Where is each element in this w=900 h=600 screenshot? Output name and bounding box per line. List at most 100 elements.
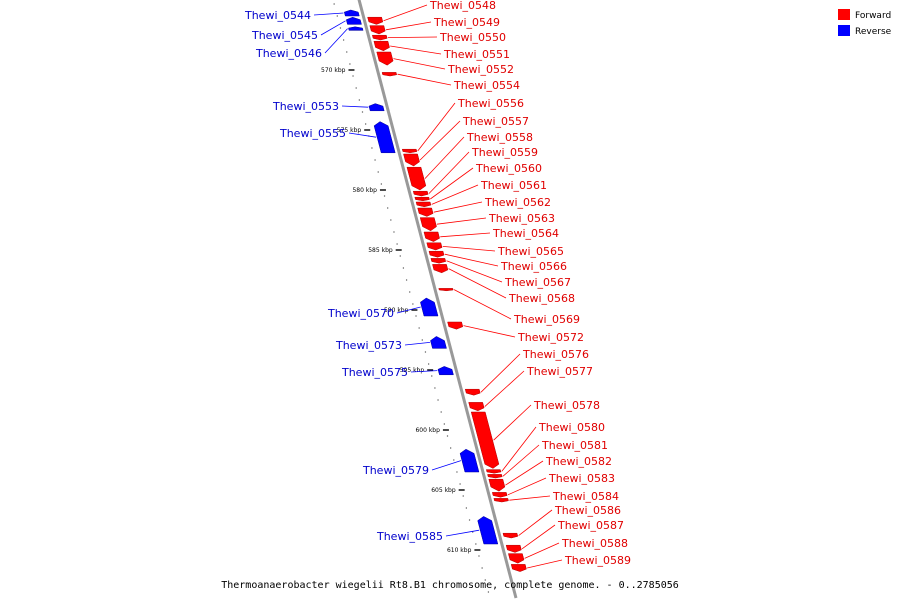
connector-thewi_0564 xyxy=(440,232,491,238)
forward-gene-thewi_0567[interactable] xyxy=(430,258,447,264)
gene-label-thewi_0553[interactable]: Thewi_0553 xyxy=(272,100,339,113)
forward-gene-thewi_0586[interactable] xyxy=(502,532,519,539)
gene-label-thewi_0552[interactable]: Thewi_0552 xyxy=(447,63,514,76)
reverse-gene-thewi_0545[interactable] xyxy=(345,16,362,25)
guide-dot xyxy=(358,99,360,101)
gene-label-thewi_0557[interactable]: Thewi_0557 xyxy=(462,115,529,128)
reverse-gene-thewi_0544[interactable] xyxy=(343,9,360,17)
reverse-gene-thewi_0573[interactable] xyxy=(430,336,447,349)
forward-gene-thewi_0561[interactable] xyxy=(415,201,432,208)
forward-gene-thewi_0580[interactable] xyxy=(485,469,502,474)
gene-label-thewi_0586[interactable]: Thewi_0586 xyxy=(554,504,621,517)
forward-gene-thewi_0559[interactable] xyxy=(412,190,429,197)
gene-label-thewi_0581[interactable]: Thewi_0581 xyxy=(541,439,608,452)
forward-gene-thewi_0550[interactable] xyxy=(372,34,388,41)
gene-label-thewi_0563[interactable]: Thewi_0563 xyxy=(488,212,555,225)
forward-gene-thewi_0578[interactable] xyxy=(470,411,500,469)
guide-dot xyxy=(418,327,420,329)
reverse-gene-thewi_0546[interactable] xyxy=(348,26,364,31)
forward-gene-thewi_0554[interactable] xyxy=(381,72,398,77)
forward-gene-thewi_0587[interactable] xyxy=(505,544,522,553)
gene-label-thewi_0566[interactable]: Thewi_0566 xyxy=(500,260,567,273)
gene-label-thewi_0567[interactable]: Thewi_0567 xyxy=(504,276,571,289)
guide-dot xyxy=(365,123,367,125)
gene-label-thewi_0558[interactable]: Thewi_0558 xyxy=(466,131,533,144)
forward-gene-thewi_0577[interactable] xyxy=(468,402,485,412)
forward-gene-thewi_0560[interactable] xyxy=(414,196,430,202)
forward-gene-thewi_0552[interactable] xyxy=(376,51,394,66)
forward-gene-thewi_0549[interactable] xyxy=(369,25,386,35)
guide-dot xyxy=(412,303,414,305)
gene-label-thewi_0548[interactable]: Thewi_0548 xyxy=(429,0,496,12)
forward-gene-thewi_0568[interactable] xyxy=(432,264,449,274)
gene-label-thewi_0565[interactable]: Thewi_0565 xyxy=(497,245,564,258)
gene-label-thewi_0569[interactable]: Thewi_0569 xyxy=(513,313,580,326)
gene-label-thewi_0585[interactable]: Thewi_0585 xyxy=(376,530,443,543)
gene-label-thewi_0561[interactable]: Thewi_0561 xyxy=(480,179,547,192)
gene-label-thewi_0545[interactable]: Thewi_0545 xyxy=(251,29,318,42)
reverse-gene-thewi_0575[interactable] xyxy=(437,366,454,376)
forward-gene-thewi_0551[interactable] xyxy=(373,40,390,52)
gene-label-thewi_0551[interactable]: Thewi_0551 xyxy=(443,48,510,61)
gene-label-thewi_0573[interactable]: Thewi_0573 xyxy=(335,339,402,352)
gene-label-thewi_0544[interactable]: Thewi_0544 xyxy=(244,9,311,22)
gene-label-thewi_0560[interactable]: Thewi_0560 xyxy=(475,162,542,175)
forward-gene-thewi_0576[interactable] xyxy=(464,388,481,396)
forward-gene-thewi_0557[interactable] xyxy=(403,153,420,167)
gene-label-thewi_0584[interactable]: Thewi_0584 xyxy=(552,490,619,503)
forward-gene-thewi_0583[interactable] xyxy=(491,492,508,498)
gene-label-thewi_0559[interactable]: Thewi_0559 xyxy=(471,146,538,159)
gene-label-thewi_0572[interactable]: Thewi_0572 xyxy=(517,331,584,344)
connector-thewi_0585 xyxy=(445,529,480,537)
gene-label-thewi_0583[interactable]: Thewi_0583 xyxy=(548,472,615,485)
reverse-gene-thewi_0555[interactable] xyxy=(373,121,396,154)
guide-dot xyxy=(453,459,455,461)
forward-gene-thewi_0581[interactable] xyxy=(487,474,503,479)
forward-gene-thewi_0556[interactable] xyxy=(401,148,418,154)
connector-thewi_0551 xyxy=(390,45,442,55)
forward-gene-thewi_0562[interactable] xyxy=(417,207,434,217)
gene-label-thewi_0555[interactable]: Thewi_0555 xyxy=(279,127,346,140)
forward-gene-thewi_0584[interactable] xyxy=(493,498,509,503)
forward-gene-thewi_0565[interactable] xyxy=(426,242,443,251)
forward-gene-thewi_0564[interactable] xyxy=(423,231,440,242)
guide-dot xyxy=(402,267,405,269)
gene-label-thewi_0578[interactable]: Thewi_0578 xyxy=(533,399,600,412)
gene-label-thewi_0577[interactable]: Thewi_0577 xyxy=(526,365,593,378)
reverse-gene-thewi_0570[interactable] xyxy=(420,297,439,317)
gene-label-thewi_0562[interactable]: Thewi_0562 xyxy=(484,196,551,209)
guide-dot xyxy=(346,51,348,53)
forward-gene-thewi_0548[interactable] xyxy=(367,16,384,25)
gene-label-thewi_0580[interactable]: Thewi_0580 xyxy=(538,421,605,434)
reverse-gene-thewi_0553[interactable] xyxy=(368,103,385,112)
forward-gene-thewi_0572[interactable] xyxy=(447,321,464,330)
forward-gene-thewi_0582[interactable] xyxy=(488,478,506,492)
guide-dot xyxy=(339,27,342,29)
gene-label-thewi_0589[interactable]: Thewi_0589 xyxy=(564,554,631,567)
forward-gene-thewi_0588[interactable] xyxy=(508,553,525,564)
forward-gene-thewi_0589[interactable] xyxy=(510,564,527,572)
forward-gene-thewi_0558[interactable] xyxy=(406,166,427,191)
gene-label-thewi_0554[interactable]: Thewi_0554 xyxy=(453,79,520,92)
gene-label-thewi_0582[interactable]: Thewi_0582 xyxy=(545,455,612,468)
gene-label-thewi_0546[interactable]: Thewi_0546 xyxy=(255,47,322,60)
gene-label-thewi_0550[interactable]: Thewi_0550 xyxy=(439,31,506,44)
gene-label-thewi_0570[interactable]: Thewi_0570 xyxy=(327,307,394,320)
forward-gene-thewi_0566[interactable] xyxy=(428,250,445,258)
gene-label-thewi_0576[interactable]: Thewi_0576 xyxy=(522,348,589,361)
forward-gene-thewi_0563[interactable] xyxy=(419,217,437,232)
reverse-gene-thewi_0585[interactable] xyxy=(477,516,499,545)
connector-thewi_0579 xyxy=(431,460,462,471)
gene-label-thewi_0549[interactable]: Thewi_0549 xyxy=(433,16,500,29)
guide-dot xyxy=(478,555,480,557)
forward-gene-thewi_0569[interactable] xyxy=(438,288,454,292)
gene-label-thewi_0579[interactable]: Thewi_0579 xyxy=(362,464,429,477)
reverse-gene-thewi_0579[interactable] xyxy=(459,448,480,473)
gene-label-thewi_0568[interactable]: Thewi_0568 xyxy=(508,292,575,305)
gene-label-thewi_0556[interactable]: Thewi_0556 xyxy=(457,97,524,110)
gene-label-thewi_0588[interactable]: Thewi_0588 xyxy=(561,537,628,550)
gene-label-thewi_0564[interactable]: Thewi_0564 xyxy=(492,227,559,240)
gene-label-thewi_0575[interactable]: Thewi_0575 xyxy=(341,366,408,379)
gene-label-thewi_0587[interactable]: Thewi_0587 xyxy=(557,519,624,532)
